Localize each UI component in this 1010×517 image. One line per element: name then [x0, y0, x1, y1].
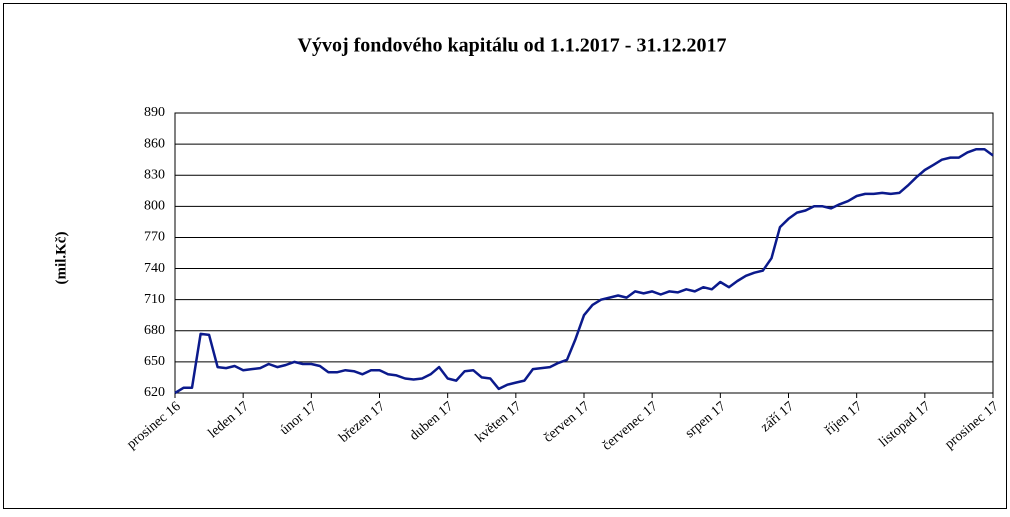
y-tick-label: 710 — [144, 292, 165, 307]
y-tick-label: 800 — [144, 199, 165, 214]
chart-frame — [3, 3, 1007, 509]
y-tick-label: 650 — [144, 354, 165, 369]
y-tick-label: 740 — [144, 261, 165, 276]
y-tick-label: 830 — [144, 167, 165, 182]
y-tick-label: 680 — [144, 323, 165, 338]
y-tick-label: 620 — [144, 385, 165, 400]
y-axis-label: (mil.Kč) — [53, 232, 69, 285]
y-tick-label: 860 — [144, 136, 165, 151]
y-tick-label: 890 — [144, 105, 165, 120]
data-line — [174, 148, 994, 395]
y-tick-label: 770 — [144, 230, 165, 245]
chart-title: Vývoj fondového kapitálu od 1.1.2017 - 3… — [298, 35, 727, 57]
